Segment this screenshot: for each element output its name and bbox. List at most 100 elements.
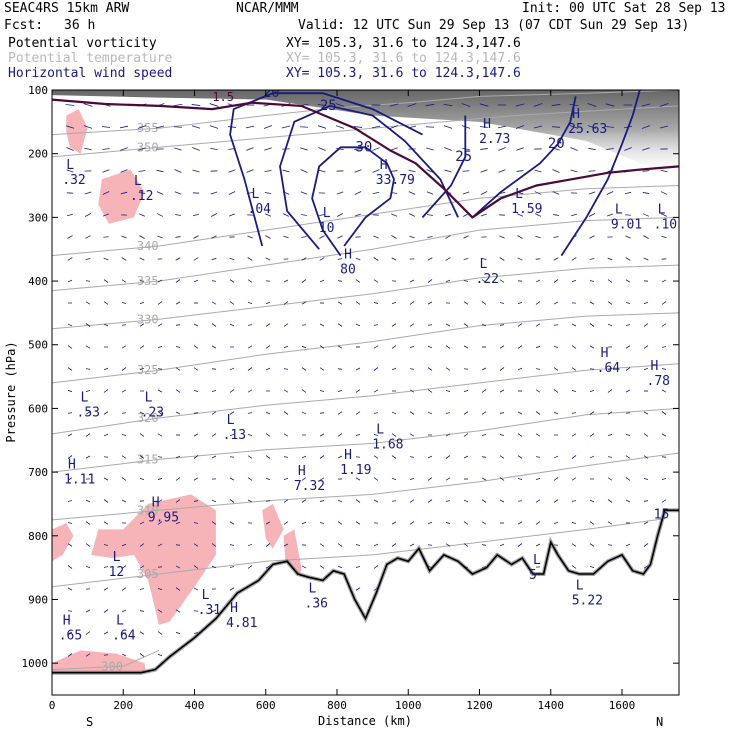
wind-vector xyxy=(138,213,146,217)
wind-vector xyxy=(229,389,235,393)
wind-contour-label: 25 xyxy=(320,98,337,114)
wind-vector xyxy=(193,477,199,481)
wind-vector xyxy=(607,323,613,327)
wind-vector xyxy=(643,477,649,481)
wind-vector xyxy=(193,213,199,217)
wind-vector xyxy=(319,522,325,524)
wind-vector xyxy=(553,257,559,261)
wind-vector xyxy=(247,499,253,503)
wind-vector xyxy=(139,411,145,415)
wind-vector xyxy=(139,345,145,349)
wind-vector xyxy=(155,125,165,129)
wind-vector xyxy=(175,367,181,371)
pv-fill-region-2 xyxy=(52,523,74,562)
wind-vector xyxy=(480,148,488,150)
wind-vector xyxy=(67,587,73,591)
wind-vector xyxy=(121,609,127,613)
wind-vector xyxy=(283,543,289,547)
wind-vector xyxy=(139,433,145,437)
wind-vector xyxy=(157,411,163,415)
wind-vector xyxy=(589,499,595,503)
wind-vector xyxy=(606,191,614,195)
wind-vector xyxy=(409,323,415,327)
wind-vector xyxy=(552,191,560,195)
wind-vector xyxy=(641,103,651,107)
theta-contour-350 xyxy=(52,105,679,158)
valid-time: Valid: 12 UTC Sun 29 Sep 13 (07 CDT Sun … xyxy=(298,18,690,33)
wind-vector xyxy=(211,323,217,327)
wind-vector xyxy=(499,279,505,283)
wind-vector xyxy=(409,521,415,525)
wind-vector xyxy=(121,477,127,481)
extremum-value: .64 xyxy=(597,361,621,376)
wind-vector xyxy=(571,367,577,371)
wind-vector xyxy=(319,477,325,481)
wind-vector xyxy=(319,433,325,437)
wind-vector xyxy=(120,147,128,151)
wind-vector xyxy=(661,411,667,415)
wind-vector xyxy=(391,500,397,502)
x-end-label-left: S xyxy=(86,715,93,729)
extremum-type: L xyxy=(227,413,235,428)
wind-vector xyxy=(85,235,91,239)
wind-vector xyxy=(373,389,379,393)
wind-vector xyxy=(67,455,73,459)
wind-vector xyxy=(228,191,236,195)
wind-vector xyxy=(589,280,595,282)
y-tick-label: 1000 xyxy=(22,657,49,670)
wind-vector xyxy=(139,543,145,547)
extremum-value: 1.68 xyxy=(372,437,403,452)
wind-vector xyxy=(229,456,235,458)
wind-vector xyxy=(353,126,363,128)
wind-vector xyxy=(319,500,325,502)
wind-vector xyxy=(625,257,631,261)
pv-fill-region-0 xyxy=(66,109,88,154)
wind-vector xyxy=(67,389,73,393)
wind-vector xyxy=(265,521,271,525)
wind-vector xyxy=(355,433,361,437)
wind-vector xyxy=(103,257,109,261)
wind-vector xyxy=(139,323,145,327)
x-tick-label: 200 xyxy=(113,699,133,712)
wind-vector xyxy=(372,169,380,173)
wind-vector xyxy=(157,345,163,349)
wind-vector xyxy=(102,213,110,217)
wind-vector xyxy=(301,236,307,238)
wind-vector xyxy=(139,477,145,481)
wind-vector xyxy=(372,191,380,195)
wind-vector xyxy=(337,389,343,393)
wind-vector xyxy=(121,434,127,436)
wind-vector xyxy=(157,478,163,480)
wind-vector xyxy=(355,499,361,503)
wind-vector xyxy=(265,411,271,415)
model-title: SEAC4RS 15km ARW xyxy=(4,1,130,16)
wind-vector xyxy=(319,279,325,283)
wind-vector xyxy=(335,103,345,107)
wind-vector xyxy=(498,147,506,151)
wind-vector xyxy=(445,433,451,437)
extremum-value: .53 xyxy=(77,406,100,421)
extremum-L: L.23 xyxy=(141,391,164,421)
x-end-label-right: N xyxy=(656,715,663,729)
wind-vector xyxy=(517,411,523,415)
wind-vector xyxy=(246,147,254,151)
wind-vector xyxy=(83,103,93,107)
wind-vector xyxy=(301,565,307,569)
wind-vector xyxy=(175,455,181,459)
extremum-L: L.04 xyxy=(248,187,272,217)
wind-vector xyxy=(461,103,471,107)
wind-vector xyxy=(408,191,416,195)
wind-vector xyxy=(355,411,361,415)
pv-contours: 1.5 xyxy=(52,90,679,219)
wind-vector xyxy=(589,368,595,370)
wind-vector xyxy=(156,191,164,195)
wind-vector xyxy=(67,653,73,657)
wind-vector xyxy=(67,257,73,261)
extremum-L: L.36 xyxy=(305,582,328,612)
wind-vector xyxy=(534,213,542,217)
x-axis-label: Distance (km) xyxy=(318,714,412,728)
wind-vector xyxy=(571,433,577,437)
wind-vector xyxy=(427,455,433,459)
extremum-H: H4.81 xyxy=(226,601,257,631)
